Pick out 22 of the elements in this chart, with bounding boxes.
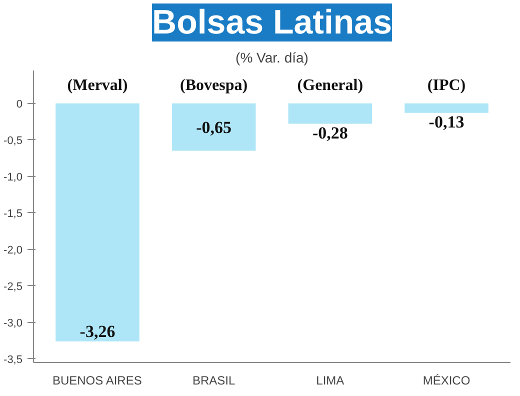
y-tick-label: -3,5	[4, 354, 23, 366]
data-label: -0,28	[312, 124, 348, 143]
y-tick-label: -3,0	[4, 317, 23, 330]
annotation: (General)	[297, 76, 364, 94]
y-tick-label: -1,5	[4, 208, 23, 220]
x-tick-label: LIMA	[316, 374, 344, 388]
chart-subtitle: (% Var. día)	[236, 50, 308, 66]
annotation: (IPC)	[427, 76, 466, 94]
y-tick-label: -0,5	[4, 134, 23, 147]
y-tick-label: -2,5	[4, 280, 23, 293]
x-tick-label: BRASIL	[192, 374, 236, 388]
x-tick-label: BUENOS AIRES	[52, 374, 142, 388]
data-label: -0,13	[428, 112, 464, 132]
y-tick-label: -1,0	[4, 171, 23, 184]
data-label: -3,26	[80, 322, 116, 341]
y-tick-label: -2,0	[4, 244, 23, 256]
data-label: -0,65	[196, 118, 232, 138]
chart-title: Bolsas Latinas	[152, 4, 392, 42]
x-tick-label: MÉXICO	[422, 374, 470, 388]
y-tick-label: 0	[16, 98, 23, 110]
annotation: (Bovespa)	[180, 76, 248, 94]
annotation: (Merval)	[67, 76, 128, 94]
